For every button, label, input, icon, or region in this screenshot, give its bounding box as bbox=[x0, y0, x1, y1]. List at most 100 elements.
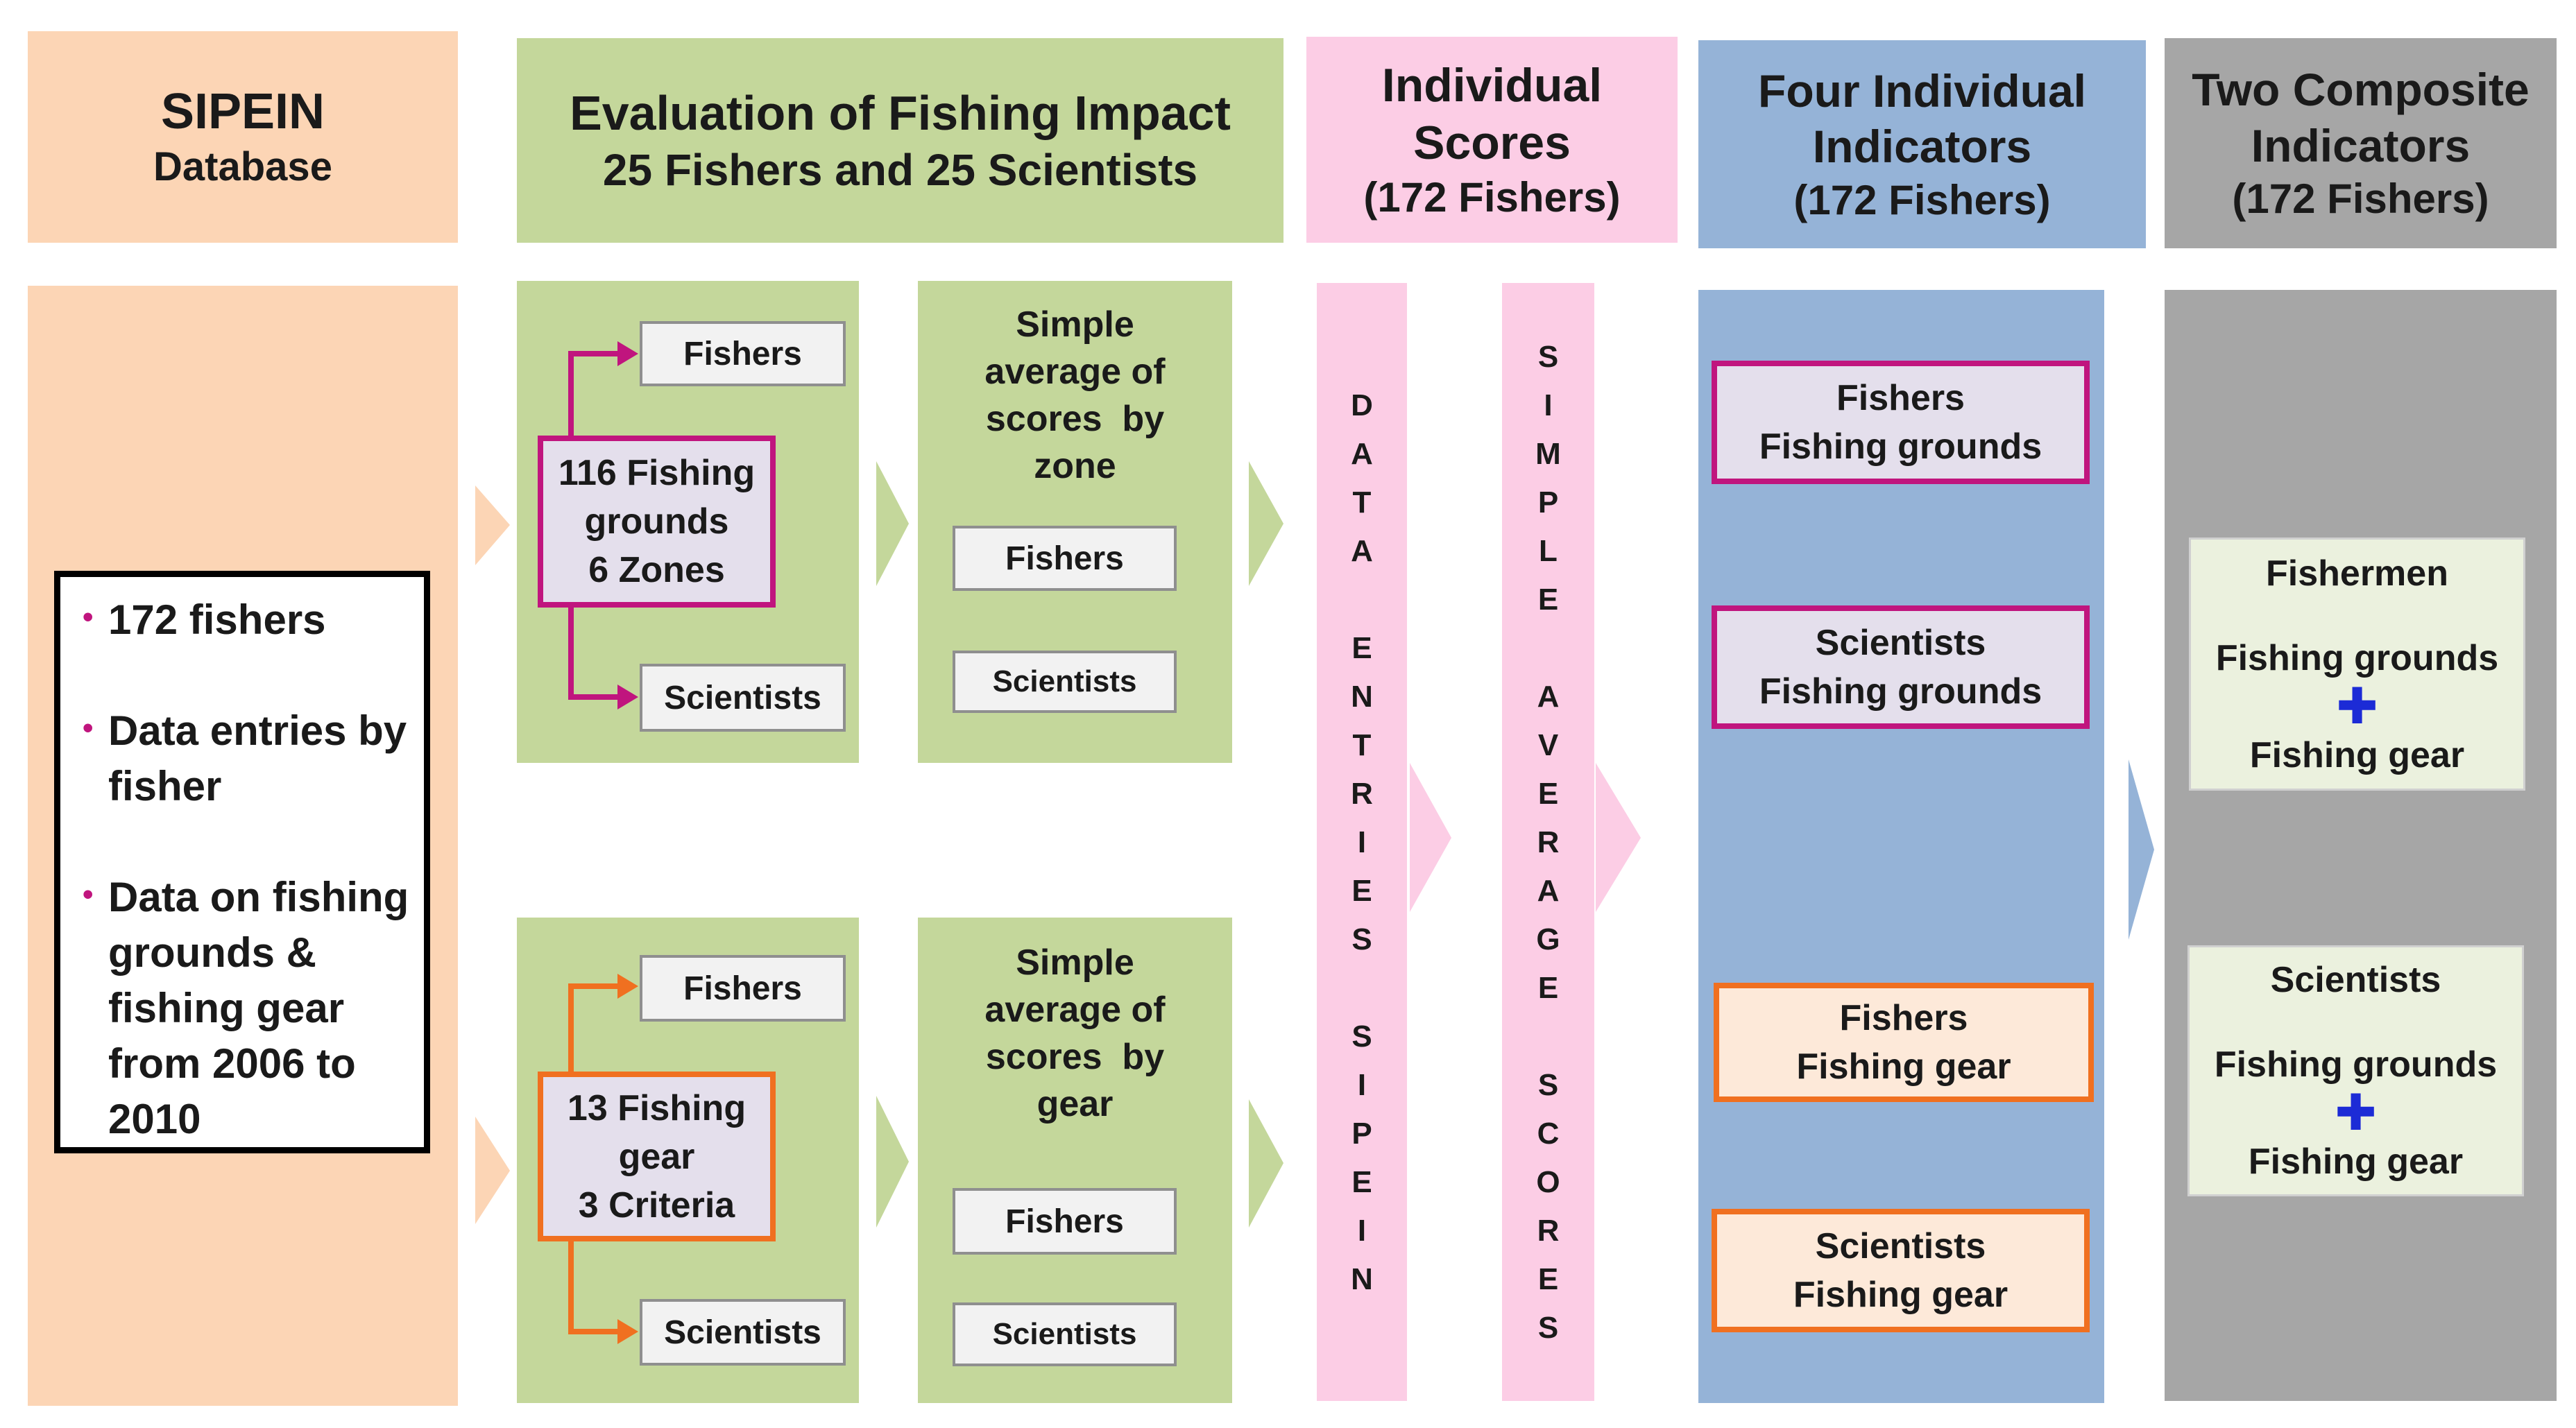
bullet-data-fishing: Data on fishing grounds & fishing gear f… bbox=[70, 867, 414, 1147]
grounds-fishers-box: Fishers bbox=[640, 321, 846, 386]
vertical-letter: S bbox=[1351, 922, 1372, 956]
vertical-letter: A bbox=[1351, 437, 1373, 471]
vertical-letter: S bbox=[1537, 1311, 1559, 1345]
vertical-letter: N bbox=[1351, 1262, 1373, 1296]
vertical-letter: I bbox=[1357, 1214, 1367, 1248]
sipein-title: SIPEIN bbox=[160, 84, 325, 140]
arrow-avg-bottom-out bbox=[1249, 1099, 1283, 1228]
individual-line3: (172 Fishers) bbox=[1363, 173, 1621, 221]
gear-avg-line2: average of bbox=[984, 990, 1166, 1030]
indicator-2-line2: Fishing grounds bbox=[1759, 671, 2042, 712]
arrow-gear-to-avg bbox=[876, 1096, 909, 1228]
indicator-4-line1: Scientists bbox=[1815, 1226, 1986, 1266]
simple-average-scores-bar bbox=[1502, 283, 1594, 1401]
two-line3: (172 Fishers) bbox=[2232, 175, 2489, 223]
evaluation-subtitle: 25 Fishers and 25 Scientists bbox=[602, 145, 1198, 196]
vertical-letter: E bbox=[1537, 777, 1559, 811]
four-line1: Four Individual bbox=[1758, 64, 2086, 117]
fishing-gear-criteria-box: 13 Fishing gear 3 Criteria bbox=[538, 1072, 776, 1241]
database-bullet-list: 172 fishers Data entries by fisher Data … bbox=[70, 590, 414, 1147]
gear-avg-scientists-box: Scientists bbox=[953, 1302, 1177, 1366]
indicator-scientists-grounds: Scientists Fishing grounds bbox=[1712, 605, 2090, 729]
vertical-letter: E bbox=[1537, 1262, 1559, 1296]
individual-line1: Individual bbox=[1381, 58, 1603, 112]
vertical-letter: S bbox=[1537, 340, 1559, 374]
fishing-grounds-zones-box: 116 Fishing grounds 6 Zones bbox=[538, 436, 776, 608]
vertical-letter: E bbox=[1537, 583, 1559, 617]
indicator-scientists-gear: Scientists Fishing gear bbox=[1712, 1209, 2090, 1332]
individual-line2: Scores bbox=[1413, 116, 1571, 169]
two-line1: Two Composite bbox=[2192, 64, 2530, 116]
grounds-avg-fishers-box: Fishers bbox=[953, 526, 1177, 591]
arrow-blue bbox=[2129, 759, 2154, 940]
arrow-avg-top-out bbox=[1249, 461, 1283, 586]
indicator-3-line2: Fishing gear bbox=[1796, 1047, 2011, 1087]
composite-scientists-box: Scientists Fishing grounds ✚ Fishing gea… bbox=[2187, 945, 2524, 1196]
vertical-letter: R bbox=[1351, 777, 1373, 811]
four-indicators-header: Four Individual Indicators (172 Fishers) bbox=[1698, 40, 2146, 248]
four-line3: (172 Fishers) bbox=[1793, 176, 2051, 223]
grounds-avg-line1: Simple bbox=[1016, 304, 1134, 345]
grounds-average-label: Simple average of scores by zone bbox=[918, 295, 1232, 496]
grounds-scientists-box: Scientists bbox=[640, 664, 846, 732]
bullet-172-fishers: 172 fishers bbox=[70, 590, 414, 648]
sipein-subtitle: Database bbox=[153, 144, 332, 190]
vertical-letter: P bbox=[1351, 1117, 1372, 1151]
database-summary-box: 172 fishers Data entries by fisher Data … bbox=[54, 571, 430, 1153]
grounds-center-line2: grounds bbox=[584, 501, 729, 542]
vertical-letter: E bbox=[1351, 631, 1372, 665]
individual-scores-header: Individual Scores (172 Fishers) bbox=[1306, 37, 1678, 243]
gear-center-line2: gear bbox=[618, 1136, 695, 1177]
vertical-letter: V bbox=[1537, 728, 1559, 762]
evaluation-title: Evaluation of Fishing Impact bbox=[570, 85, 1231, 140]
grounds-avg-line2: average of bbox=[984, 352, 1166, 392]
arrow-pink-2 bbox=[1596, 763, 1641, 912]
vertical-letter: S bbox=[1351, 1020, 1372, 1053]
indicator-fishers-gear: Fishers Fishing gear bbox=[1714, 983, 2094, 1102]
gear-avg-line3: scores by bbox=[985, 1037, 1165, 1077]
vertical-letter: T bbox=[1352, 728, 1372, 762]
vertical-letter: C bbox=[1537, 1117, 1560, 1151]
composite-2-gear: Fishing gear bbox=[2248, 1142, 2464, 1182]
vertical-letter: R bbox=[1537, 1214, 1560, 1248]
grounds-center-line1: 116 Fishing bbox=[558, 453, 756, 493]
arrow-pink-1 bbox=[1410, 763, 1451, 912]
gear-average-label: Simple average of scores by gear bbox=[918, 933, 1232, 1134]
indicator-1-line1: Fishers bbox=[1836, 378, 1965, 418]
data-entries-sipein-bar bbox=[1317, 283, 1407, 1401]
four-line2: Indicators bbox=[1812, 121, 2032, 173]
indicator-4-line2: Fishing gear bbox=[1793, 1275, 2008, 1315]
indicator-3-line1: Fishers bbox=[1839, 998, 1968, 1038]
vertical-letter: I bbox=[1357, 825, 1367, 859]
vertical-letter: A bbox=[1537, 874, 1560, 908]
gear-fishers-box: Fishers bbox=[640, 955, 846, 1022]
indicator-2-line1: Scientists bbox=[1815, 623, 1986, 663]
vertical-letter: E bbox=[1351, 874, 1372, 908]
vertical-letter: I bbox=[1357, 1068, 1367, 1102]
vertical-letter: R bbox=[1537, 825, 1560, 859]
gear-scientists-box: Scientists bbox=[640, 1299, 846, 1366]
two-composite-body bbox=[2165, 290, 2557, 1401]
vertical-letter: A bbox=[1351, 534, 1373, 568]
vertical-letter: T bbox=[1352, 485, 1372, 519]
evaluation-header: Evaluation of Fishing Impact 25 Fishers … bbox=[517, 38, 1283, 243]
indicator-1-line2: Fishing grounds bbox=[1759, 427, 2042, 467]
gear-avg-fishers-box: Fishers bbox=[953, 1188, 1177, 1255]
plus-icon: ✚ bbox=[2335, 1085, 2377, 1141]
vertical-letter: P bbox=[1537, 485, 1559, 519]
composite-fishermen-box: Fishermen Fishing grounds ✚ Fishing gear bbox=[2189, 537, 2525, 791]
composite-1-gear: Fishing gear bbox=[2249, 734, 2465, 775]
vertical-letter: D bbox=[1351, 388, 1373, 422]
vertical-letter: M bbox=[1535, 437, 1561, 471]
gear-avg-line4: gear bbox=[1037, 1084, 1114, 1124]
gear-center-line3: 3 Criteria bbox=[578, 1185, 735, 1225]
composite-2-who: Scientists bbox=[2270, 960, 2441, 1000]
vertical-letter: S bbox=[1537, 1068, 1559, 1102]
composite-1-who: Fishermen bbox=[2266, 553, 2448, 594]
vertical-letter: G bbox=[1536, 922, 1560, 956]
grounds-avg-scientists-box: Scientists bbox=[953, 651, 1177, 713]
plus-icon: ✚ bbox=[2336, 678, 2378, 734]
